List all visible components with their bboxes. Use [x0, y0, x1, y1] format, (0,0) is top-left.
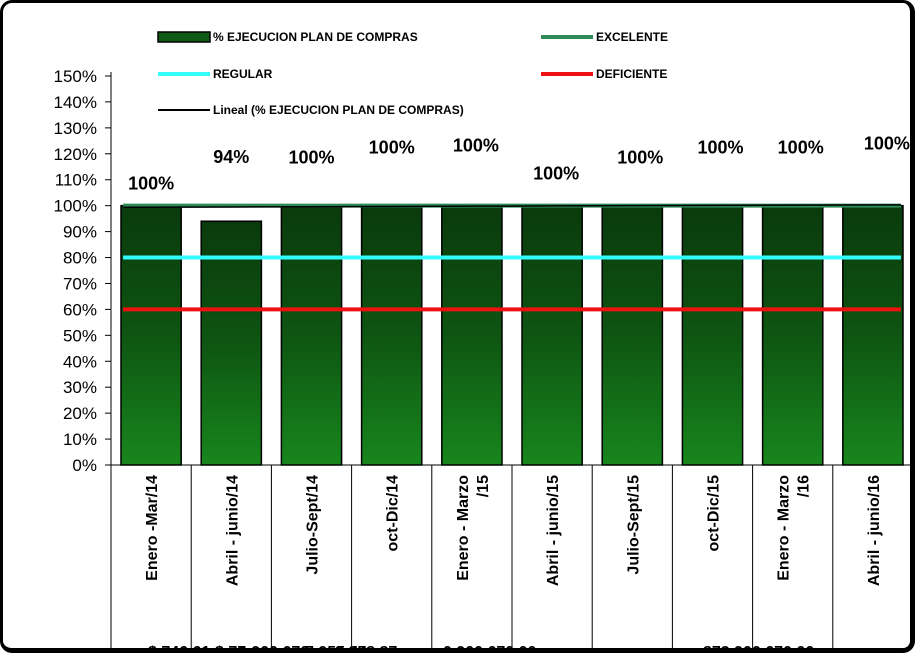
category-label-line: oct-Dic/14	[385, 475, 402, 552]
bar	[441, 204, 503, 466]
category-label: Julio-Sept/15	[625, 475, 642, 575]
data-label: 94%	[213, 147, 249, 167]
legend-label: % EJECUCION PLAN DE COMPRAS	[213, 30, 418, 44]
data-label: 100%	[617, 148, 663, 168]
y-tick-label: 10%	[63, 430, 97, 449]
bar	[521, 204, 583, 466]
category-label: Abril - junio/15	[545, 475, 562, 586]
bar	[761, 204, 824, 466]
data-label: 100%	[288, 148, 334, 168]
legend-swatch	[157, 31, 211, 43]
y-tick-label: 130%	[54, 119, 97, 138]
category-label: Enero - Marzo/16	[776, 475, 813, 581]
legend-label: Lineal (% EJECUCION PLAN DE COMPRAS)	[213, 103, 464, 117]
trendline	[123, 204, 901, 208]
bar	[280, 204, 343, 466]
category-label: oct-Dic/15	[706, 475, 723, 552]
category-label: Julio-Sept/14	[305, 475, 322, 575]
bar-chart: % EJECUCION PLAN DE COMPRAS EXCELENTE REGU…	[54, 30, 910, 653]
bar	[200, 220, 263, 466]
legend-item: REGULAR	[158, 67, 273, 81]
category-label: Enero -Mar/14	[144, 475, 161, 581]
category-label-line: Abril - junio/14	[224, 475, 241, 586]
legend-label: DEFICIENTE	[596, 67, 667, 81]
y-tick-label: 90%	[63, 223, 97, 242]
category-label-line: /16	[796, 475, 813, 497]
data-label: 100%	[369, 138, 415, 158]
category-label-line: Julio-Sept/15	[625, 475, 642, 575]
category-label: Abril - junio/14	[224, 475, 241, 586]
category-label: oct-Dic/14	[385, 475, 402, 552]
data-label: 100%	[778, 138, 824, 158]
legend: % EJECUCION PLAN DE COMPRAS EXCELENTE REGU…	[157, 30, 668, 117]
legend-label: REGULAR	[213, 67, 273, 81]
y-tick-label: 0%	[72, 456, 97, 475]
bar	[601, 204, 664, 466]
category-label-line: Enero - Marzo	[776, 475, 793, 581]
legend-item: DEFICIENTE	[541, 67, 667, 81]
reference-lines	[123, 203, 901, 312]
footer-value: 873.900.670,00	[703, 644, 814, 653]
y-tick-label: 60%	[63, 300, 97, 319]
footer-value: $ 77	[215, 644, 246, 653]
bar	[120, 204, 182, 466]
data-label: 100%	[864, 134, 910, 154]
category-label-line: Enero - Marzo	[455, 475, 472, 581]
y-tick-label: 110%	[55, 171, 97, 190]
category-label-line: Julio-Sept/14	[305, 475, 322, 575]
bar	[681, 204, 744, 466]
y-tick-label: 50%	[63, 326, 97, 345]
footer-value: 7.955.44	[305, 644, 367, 653]
legend-label: EXCELENTE	[596, 30, 668, 44]
data-label: 100%	[128, 174, 174, 194]
footer-value: 0.900.670,00	[443, 644, 537, 653]
y-tick-label: 140%	[54, 93, 97, 112]
y-tick-label: 100%	[54, 197, 97, 216]
data-label: 100%	[533, 164, 579, 184]
y-tick-label: 30%	[63, 378, 97, 397]
category-label-line: Abril - junio/15	[545, 475, 562, 586]
bars	[120, 204, 904, 466]
bar	[360, 204, 423, 466]
y-tick-label: 80%	[63, 249, 97, 268]
data-labels: 100% 94% 100% 100% 100% 100% 100% 100% 100% 100%	[128, 134, 910, 194]
category-label: Enero - Marzo/15	[455, 475, 492, 581]
category-label: Abril - junio/16	[866, 475, 883, 586]
category-label-line: Abril - junio/16	[866, 475, 883, 586]
data-label: 100%	[697, 138, 743, 158]
legend-item: Lineal (% EJECUCION PLAN DE COMPRAS)	[158, 103, 464, 117]
y-tick-label: 40%	[63, 352, 97, 371]
category-label-line: Enero -Mar/14	[144, 475, 161, 581]
x-axis: Enero -Mar/14 Abril - junio/14 Julio-Sept/…	[110, 464, 910, 648]
footer-value: 1.900.670	[238, 644, 309, 653]
y-tick-label: 150%	[54, 67, 97, 86]
legend-item: % EJECUCION PLAN DE COMPRAS	[157, 30, 418, 44]
y-axis: 0% 10% 20% 30% 40% 50% 60% 70% 80% 90% 100% 110% 120…	[54, 67, 112, 475]
footer-value: 3.258.87	[335, 644, 397, 653]
legend-item: EXCELENTE	[541, 30, 668, 44]
y-tick-label: 120%	[54, 145, 97, 164]
category-label-line: oct-Dic/15	[706, 475, 723, 552]
y-tick-label: 20%	[63, 404, 97, 423]
footer-value: $ 746.61	[148, 644, 210, 653]
y-tick-label: 70%	[63, 274, 97, 293]
bar	[842, 204, 904, 466]
data-label: 100%	[453, 136, 499, 156]
category-label-line: /15	[475, 475, 492, 497]
